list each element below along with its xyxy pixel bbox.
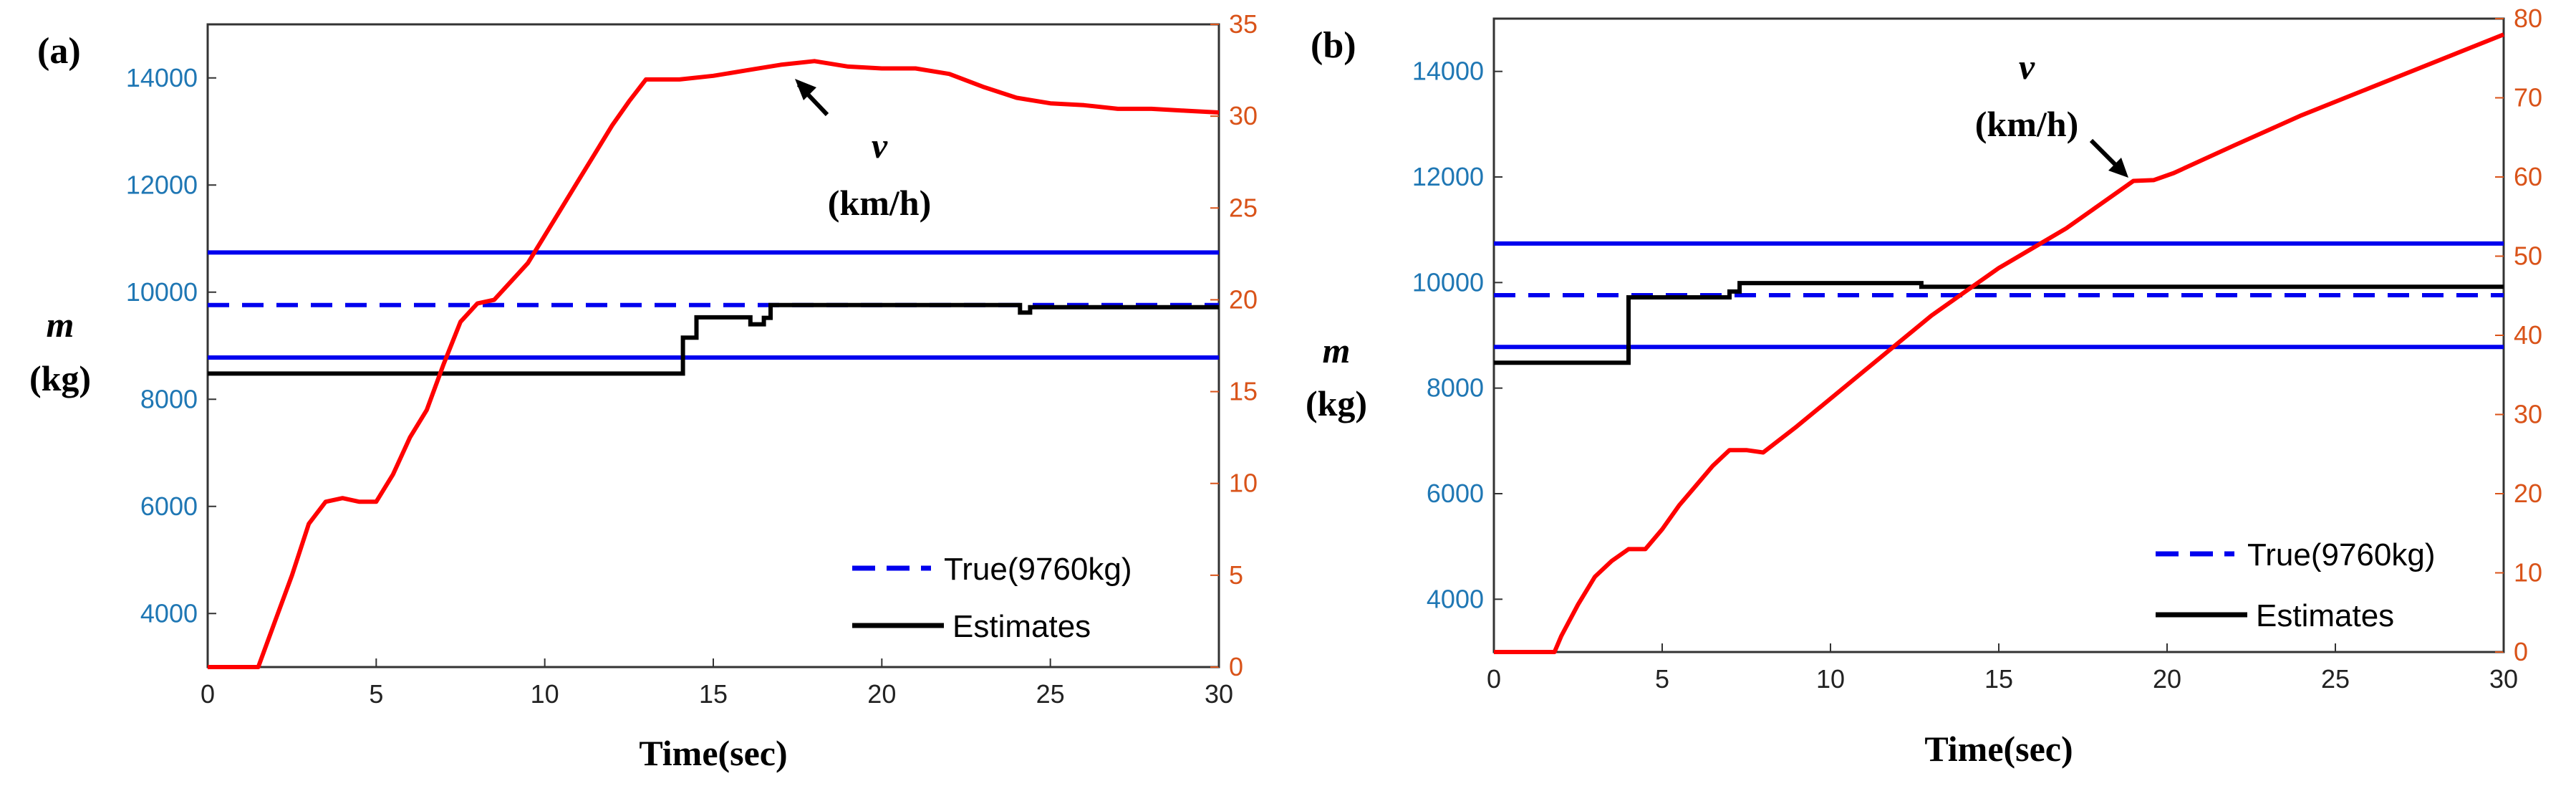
right-tick-label: 35: [1229, 9, 1258, 39]
x-tick-label: 20: [867, 679, 896, 709]
x-axis-ticks: 0 5 10 15 20 25 30: [1487, 643, 2518, 694]
legend-estimates-label: Estimates: [2256, 598, 2394, 633]
right-tick-label: 15: [1229, 377, 1258, 406]
x-tick-label: 15: [1984, 664, 2013, 694]
left-tick-label: 10000: [1412, 267, 1484, 297]
left-tick-label: 14000: [126, 63, 198, 92]
legend-true-label: True(9760kg): [2247, 537, 2436, 572]
estimates-line: [208, 302, 1219, 376]
left-tick-label: 4000: [1427, 584, 1484, 613]
left-tick-label: 6000: [140, 492, 198, 521]
chart-panel-a: (a) 4000 6000 8000 10000 12000 14000 0 5 10 15 20…: [29, 9, 1258, 773]
right-tick-label: 60: [2514, 162, 2542, 191]
legend-true-label: True(9760kg): [944, 552, 1132, 587]
annotation-var: v: [2019, 47, 2035, 87]
x-tick-label: 10: [531, 679, 559, 709]
x-tick-label: 30: [1205, 679, 1233, 709]
right-tick-label: 80: [2514, 4, 2542, 33]
right-tick-label: 30: [1229, 101, 1258, 130]
left-axis-ticks: 4000 6000 8000 10000 12000 14000: [126, 63, 216, 628]
y-axis-label-unit: (kg): [1306, 383, 1367, 423]
x-tick-label: 5: [1655, 664, 1669, 694]
left-axis-ticks: 4000 6000 8000 10000 12000 14000: [1412, 57, 1502, 613]
x-tick-label: 25: [2321, 664, 2350, 694]
velocity-annotation: v (km/h): [795, 79, 931, 223]
annotation-unit: (km/h): [1975, 104, 2078, 144]
y-axis-label-var: m: [47, 305, 74, 345]
right-tick-label: 10: [1229, 469, 1258, 498]
velocity-line: [1494, 32, 2505, 654]
x-tick-label: 25: [1036, 679, 1065, 709]
left-tick-label: 4000: [140, 598, 198, 628]
left-tick-label: 6000: [1427, 479, 1484, 508]
estimates-line: [1494, 281, 2504, 365]
velocity-line: [208, 59, 1220, 669]
right-tick-label: 20: [1229, 284, 1258, 314]
x-axis-label: Time(sec): [639, 733, 787, 773]
x-tick-label: 30: [2489, 664, 2518, 694]
left-tick-label: 10000: [126, 277, 198, 307]
annotation-arrow-head: [2108, 158, 2128, 178]
x-tick-label: 15: [699, 679, 728, 709]
x-tick-label: 0: [1487, 664, 1501, 694]
series-group: [208, 59, 1220, 669]
panel-label: (b): [1311, 25, 1356, 66]
right-tick-label: 0: [2514, 637, 2528, 666]
series-group: [1494, 32, 2505, 654]
annotation-var: v: [872, 125, 888, 166]
x-axis-label: Time(sec): [1924, 729, 2073, 769]
legend-estimates-label: Estimates: [952, 609, 1091, 644]
annotation-arrow-head: [795, 79, 816, 100]
right-tick-label: 10: [2514, 558, 2542, 588]
right-tick-label: 0: [1229, 652, 1243, 681]
legend: True(9760kg) Estimates: [2156, 537, 2436, 633]
x-tick-label: 0: [201, 679, 215, 709]
legend: True(9760kg) Estimates: [852, 552, 1132, 644]
annotation-unit: (km/h): [828, 183, 931, 223]
x-axis-ticks: 0 5 10 15 20 25 30: [201, 658, 1233, 709]
right-tick-label: 50: [2514, 241, 2542, 271]
right-tick-label: 40: [2514, 320, 2542, 350]
panel-label: (a): [37, 31, 81, 72]
left-tick-label: 12000: [1412, 162, 1484, 191]
y-axis-label-var: m: [1323, 330, 1351, 370]
velocity-annotation: v (km/h): [1975, 47, 2128, 178]
right-tick-label: 70: [2514, 83, 2542, 112]
left-tick-label: 12000: [126, 170, 198, 199]
x-tick-label: 5: [369, 679, 383, 709]
left-tick-label: 8000: [1427, 373, 1484, 403]
y-axis-label-unit: (kg): [29, 358, 91, 398]
right-axis-ticks: 0 5 10 15 20 25 30 35: [1210, 9, 1258, 681]
right-tick-label: 30: [2514, 400, 2542, 429]
right-tick-label: 20: [2514, 479, 2542, 508]
right-tick-label: 5: [1229, 560, 1243, 590]
chart-panel-b: (b) 4000 6000 8000 10000 12000 14000 0 10 20 30 4…: [1306, 4, 2542, 769]
x-tick-label: 20: [2153, 664, 2181, 694]
right-tick-label: 25: [1229, 193, 1258, 222]
left-tick-label: 14000: [1412, 57, 1484, 86]
x-tick-label: 10: [1816, 664, 1845, 694]
left-tick-label: 8000: [140, 384, 198, 413]
right-axis-ticks: 0 10 20 30 40 50 60 70 80: [2495, 4, 2542, 666]
